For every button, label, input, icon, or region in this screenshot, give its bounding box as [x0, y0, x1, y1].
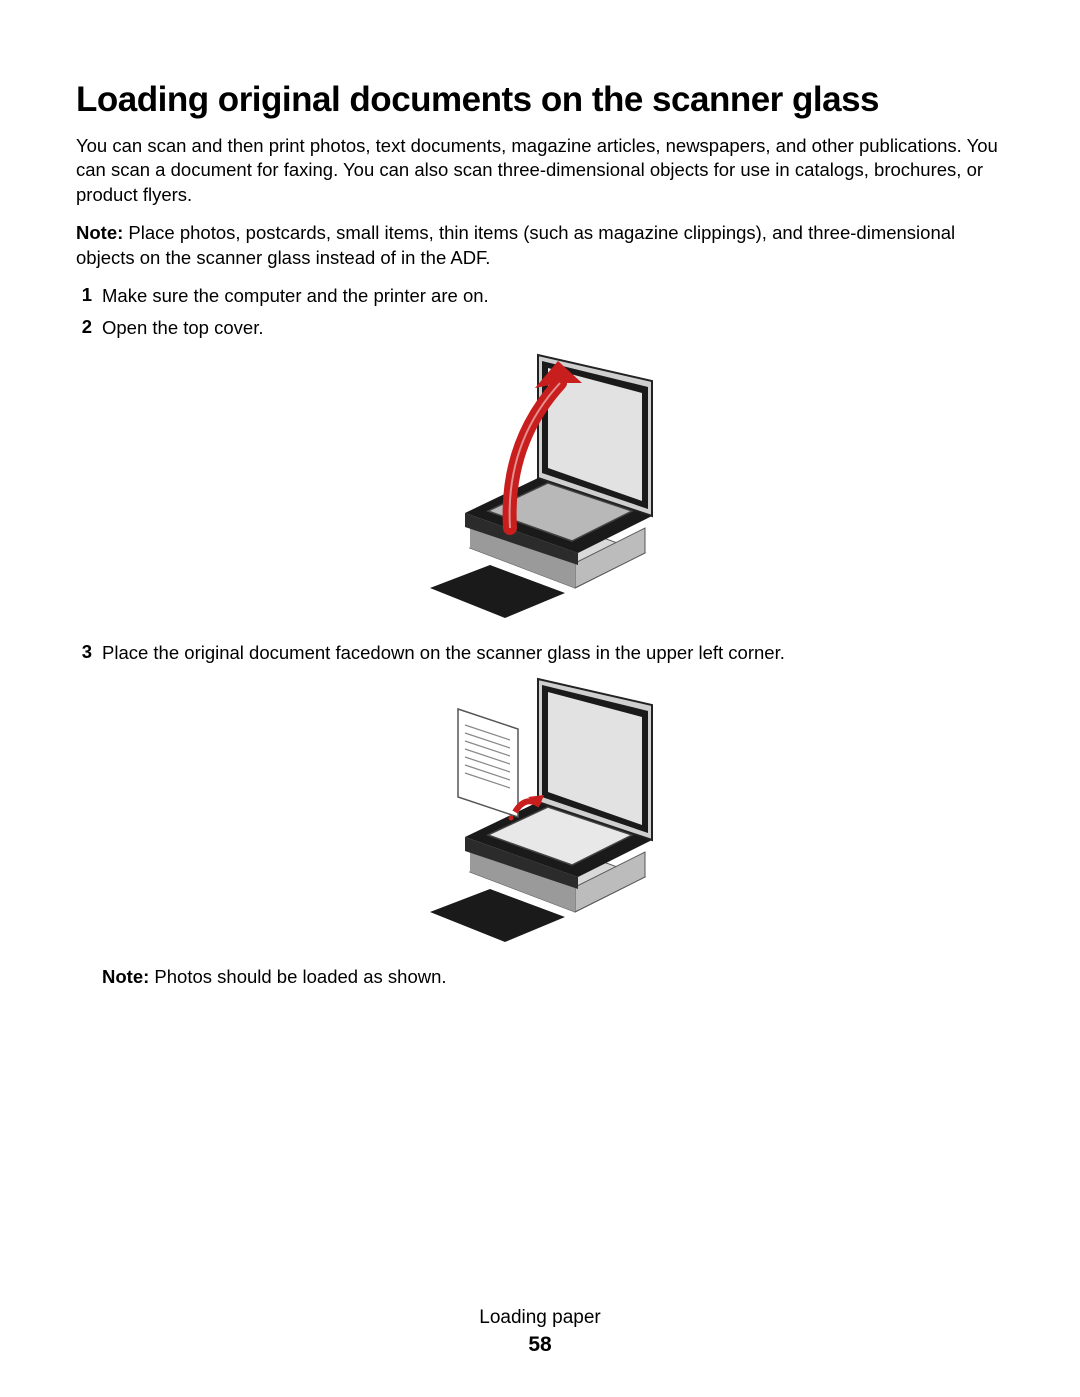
note-2: Note: Photos should be loaded as shown. [102, 965, 1004, 989]
step-1-text: Make sure the computer and the printer a… [102, 284, 489, 308]
steps-list: 1 Make sure the computer and the printer… [76, 284, 1004, 341]
note-2-text: Photos should be loaded as shown. [149, 966, 446, 987]
step-1: 1 Make sure the computer and the printer… [76, 284, 1004, 308]
step-2: 2 Open the top cover. [76, 316, 1004, 340]
footer-section-title: Loading paper [0, 1307, 1080, 1329]
printer-place-document-icon [410, 677, 670, 947]
note-1-label: Note: [76, 222, 123, 243]
step-1-number: 1 [76, 284, 102, 306]
intro-paragraph: You can scan and then print photos, text… [76, 134, 1004, 207]
figure-1-wrap [76, 353, 1004, 623]
note-1: Note: Place photos, postcards, small ite… [76, 221, 1004, 270]
footer-page-number: 58 [0, 1333, 1080, 1357]
page-heading: Loading original documents on the scanne… [76, 80, 1004, 120]
step-2-number: 2 [76, 316, 102, 338]
document-page: Loading original documents on the scanne… [0, 0, 1080, 990]
step-3-number: 3 [76, 641, 102, 663]
steps-list-cont: 3 Place the original document facedown o… [76, 641, 1004, 665]
figure-2-wrap [76, 677, 1004, 947]
printer-open-cover-icon [410, 353, 670, 623]
step-3: 3 Place the original document facedown o… [76, 641, 1004, 665]
step-2-text: Open the top cover. [102, 316, 263, 340]
page-footer: Loading paper 58 [0, 1307, 1080, 1357]
note-2-label: Note: [102, 966, 149, 987]
step-3-text: Place the original document facedown on … [102, 641, 785, 665]
note-1-text: Place photos, postcards, small items, th… [76, 222, 955, 267]
